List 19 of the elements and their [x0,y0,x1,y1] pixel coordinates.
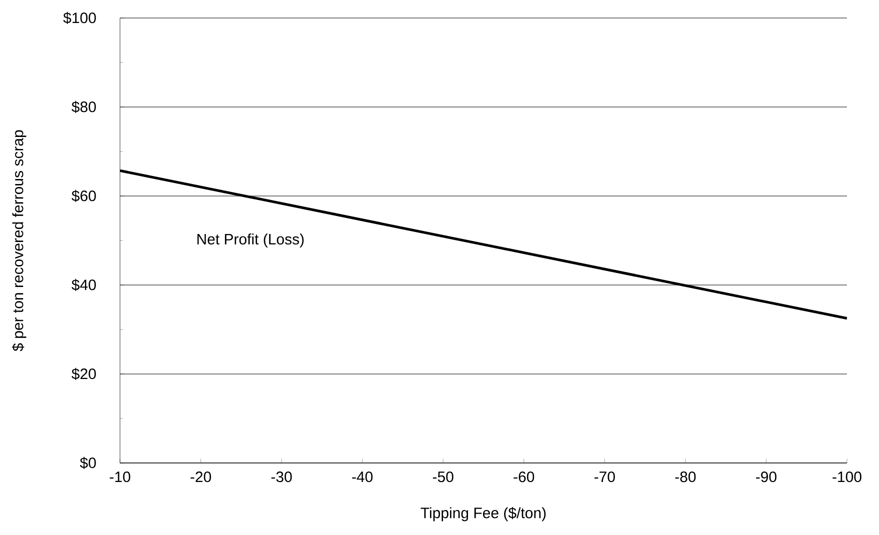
x-tick-label: -10 [110,472,130,482]
y-tick-label: $20 [72,368,96,380]
y-tick-label: $60 [72,190,96,202]
x-tick-label: -90 [756,472,776,482]
y-tick-label: $40 [72,278,96,292]
y-tick-label: $100 [63,12,96,24]
x-tick-label: -20 [190,472,212,482]
y-tick-label: $0 [80,456,96,470]
x-tick-label: -70 [594,472,615,482]
x-tick-label: -30 [271,472,292,482]
y-tick-label: $80 [72,100,96,114]
x-tick-label: -60 [514,472,534,482]
y-axis-title: $ per ton recovered ferrous scrap [12,130,26,352]
x-tick-label: -100 [832,472,862,482]
x-axis-title: Tipping Fee ($/ton) [420,507,546,522]
x-tick-label: -80 [675,472,696,482]
series-label: Net Profit (Loss) [197,234,304,248]
x-tick-label: -50 [432,472,454,482]
x-tick-label: -40 [352,472,373,482]
